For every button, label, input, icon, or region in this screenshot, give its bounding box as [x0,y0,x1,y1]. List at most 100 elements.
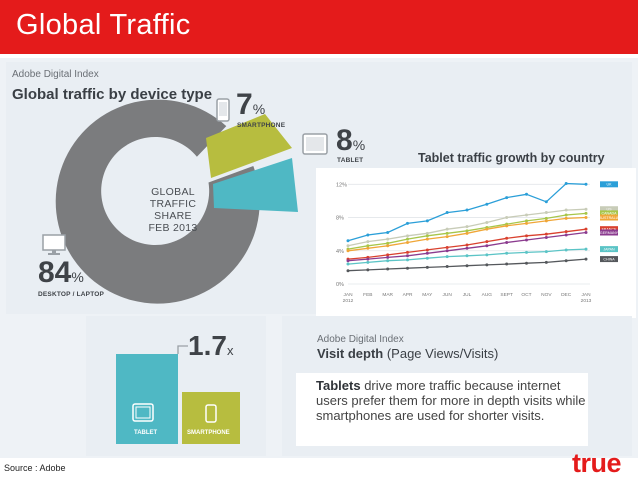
slide-header [0,0,638,54]
data-point-uk [584,182,588,186]
tablet-bar-label: TABLET [134,430,158,436]
tablet-caption: TABLET [337,157,364,164]
data-point-canada [525,219,528,223]
data-point-france [505,236,509,240]
data-point-us [465,225,469,229]
data-point-canada [584,211,588,215]
callout-box [296,373,588,446]
data-point-japan [386,259,390,263]
data-point-canada [386,241,390,245]
x-tick-label: MAR [382,292,393,298]
device-share-donut [55,99,298,304]
multiplier-bracket [177,345,188,354]
smartphone-bar [182,392,240,444]
data-point-japan [366,260,370,264]
desktop-percent-value: 84 [38,256,72,289]
visit-title: Visit depth (Page Views/Visits) [317,346,498,361]
desktop-percent-unit: % [71,269,84,285]
tablet-percent-unit: % [352,137,366,153]
data-point-china [485,263,489,267]
data-point-japan [406,258,409,262]
data-point-japan [584,247,588,251]
data-point-australia [465,231,469,235]
legend-swatch-canada [600,210,618,217]
data-point-us [584,207,588,211]
data-point-uk [485,202,489,206]
data-point-uk [505,196,509,200]
x-tick-label: JAN [343,292,353,298]
legend-label-china: CHINA [603,257,615,261]
desktop-caption: DESKTOP / LAPTOP [38,291,105,298]
data-point-china [465,264,469,268]
smartphone-percent-value: 7 [236,88,253,121]
desktop-percent: 84% [38,256,84,290]
brand-label: Adobe Digital Index [12,69,99,80]
tablet-segment [213,158,298,212]
data-point-us [346,244,350,248]
data-point-us [386,237,390,241]
slide-title: Global Traffic [16,9,191,41]
data-point-australia [544,219,548,223]
donut-center-line-2: TRAFFIC [149,198,197,210]
data-point-france [445,245,449,249]
data-point-china [564,259,568,263]
x-tick-label: 2013 [581,298,592,304]
data-point-australia [445,235,449,239]
data-point-china [386,267,390,271]
data-point-germany [564,233,568,237]
data-point-uk [564,181,568,185]
callout-text: Tablets drive more traffic because inter… [316,378,586,423]
smartphone-percent: 7% [236,88,265,122]
data-point-china [445,265,449,269]
data-point-us [485,221,489,225]
data-point-germany [346,259,350,263]
visit-title-rest: (Page Views/Visits) [386,346,499,361]
data-point-australia [425,237,429,241]
data-point-germany [406,254,409,258]
data-point-japan [346,262,350,266]
data-point-france [525,234,528,238]
data-point-japan [465,254,469,258]
data-point-australia [485,227,489,231]
legend-swatch-japan [600,246,618,253]
true-logo: true [572,448,622,478]
smartphone-caption: SMARTPHONE [237,122,286,129]
data-point-china [525,261,528,265]
desktop-segment [55,99,260,304]
desktop-icon [42,234,66,255]
y-tick-label: 8% [336,216,344,222]
data-point-china [505,262,509,266]
smartphone-bar-label: SMARTPHONE [187,430,230,436]
data-point-france [465,243,469,247]
callout-bold: Tablets [316,378,361,393]
legend-swatch-china [600,256,618,263]
x-tick-label: NOV [541,292,552,298]
data-point-us [525,213,528,217]
multiplier-value: 1.7x [188,330,233,362]
data-point-japan [425,256,429,260]
data-point-china [425,265,429,269]
data-point-canada [425,234,429,238]
data-point-canada [465,229,469,233]
data-point-australia [564,216,568,220]
data-point-france [544,232,548,236]
data-point-us [505,216,509,220]
x-tick-label: OCT [521,292,531,298]
infographic-title: Global traffic by device type [12,86,213,103]
data-point-uk [366,233,370,237]
data-point-canada [445,231,449,235]
chart-title: Tablet traffic growth by country [418,151,605,165]
data-point-us [425,231,429,235]
data-point-germany [465,246,469,250]
legend-label-france: FRANCE [602,227,617,231]
data-point-canada [366,244,370,248]
data-point-australia [406,240,409,244]
data-point-us [445,227,449,231]
data-point-china [406,266,409,270]
legend-label-canada: CANADA [602,212,618,216]
data-point-uk [425,219,429,223]
data-point-germany [505,240,509,244]
data-point-france [584,227,588,231]
legend-swatch-australia [600,214,618,221]
legend-label-japan: JAPAN [603,247,615,251]
